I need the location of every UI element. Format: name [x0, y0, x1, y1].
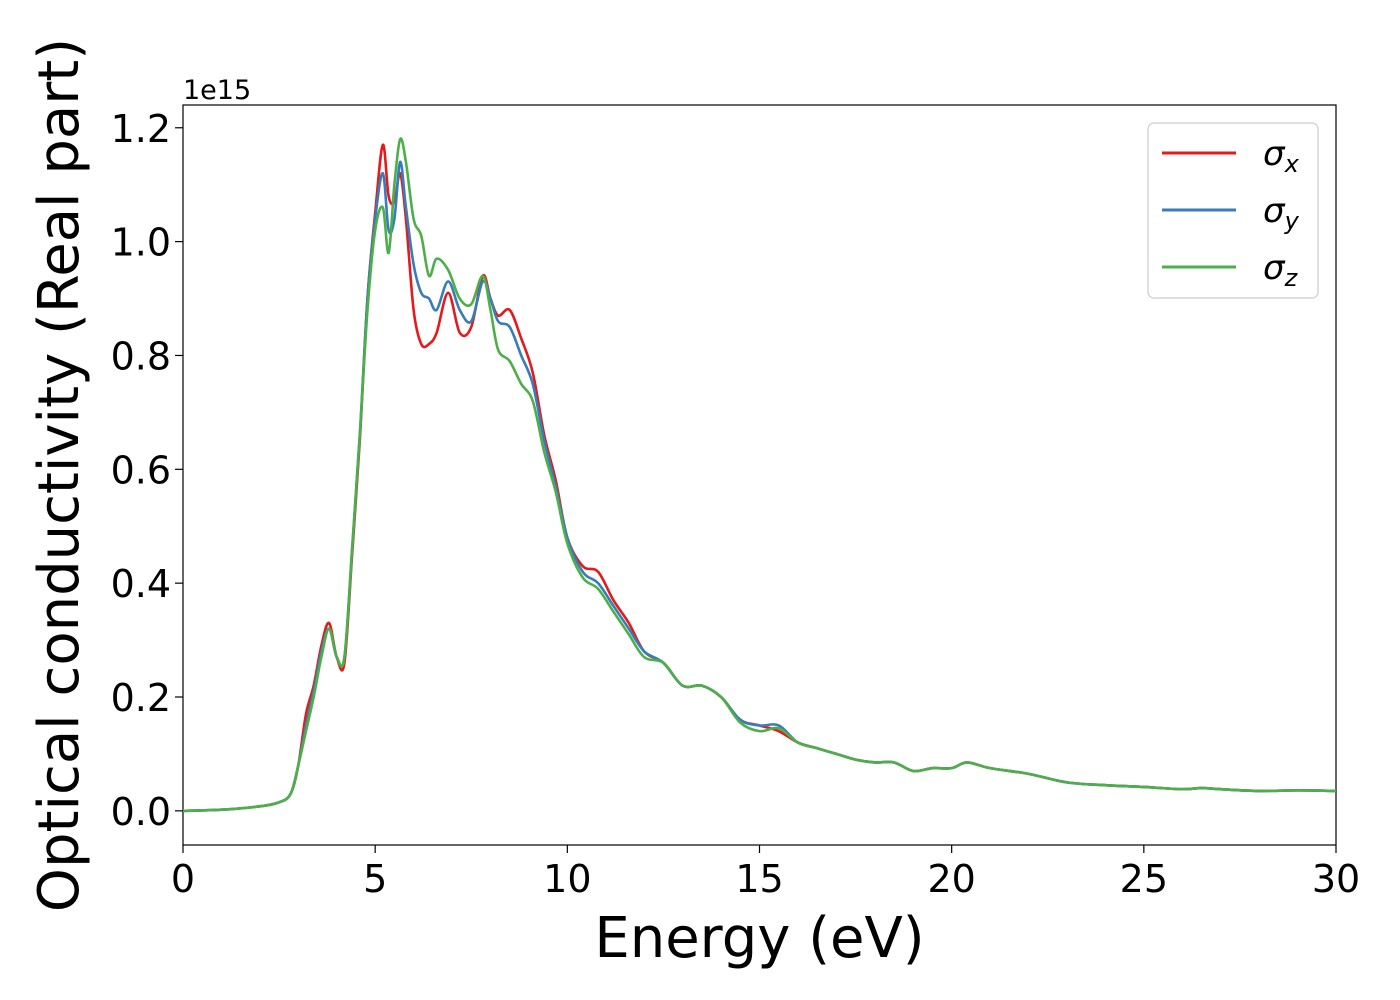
x-tick-label: 30: [1312, 857, 1360, 901]
y-tick-label: 1.2: [111, 107, 171, 151]
legend-subscript: z: [1284, 264, 1299, 292]
y-tick-label: 0.2: [111, 676, 171, 720]
y-tick-label: 0.6: [111, 448, 171, 492]
y-tick-label: 1.0: [111, 221, 171, 265]
y-axis-ticks: 0.0 0.2 0.4 0.6 0.8 1.0 1.2: [111, 107, 183, 834]
x-tick-label: 15: [735, 857, 783, 901]
plot-area: 0 5 10 15 20 25 30 0.0 0.2 0.4 0.6 0.8 1.0 1.2: [111, 104, 1360, 901]
y-tick-label: 0.4: [111, 562, 171, 606]
legend-label-x: σx: [1263, 134, 1300, 178]
x-tick-label: 10: [543, 857, 591, 901]
x-tick-label: 25: [1120, 857, 1168, 901]
series-group: [182, 137, 1337, 813]
legend-label-y: σy: [1263, 191, 1300, 235]
legend-subscript: x: [1284, 150, 1300, 178]
legend-symbol: σ: [1263, 248, 1286, 288]
legend-subscript: y: [1284, 207, 1300, 235]
x-tick-label: 0: [171, 857, 195, 901]
x-axis-title: Energy (eV): [594, 906, 924, 971]
y-axis-title: Optical conductivity (Real part): [27, 38, 92, 912]
x-tick-label: 5: [363, 857, 387, 901]
series-line-σz: [182, 137, 1337, 813]
x-tick-label: 20: [927, 857, 975, 901]
x-axis-ticks: 0 5 10 15 20 25 30: [171, 845, 1360, 901]
y-tick-label: 0.8: [111, 334, 171, 378]
y-offset-label: 1e15: [183, 75, 251, 106]
y-tick-label: 0.0: [111, 790, 171, 834]
legend-symbol: σ: [1263, 134, 1286, 174]
legend-label-z: σz: [1263, 248, 1299, 292]
legend-symbol: σ: [1263, 191, 1286, 231]
